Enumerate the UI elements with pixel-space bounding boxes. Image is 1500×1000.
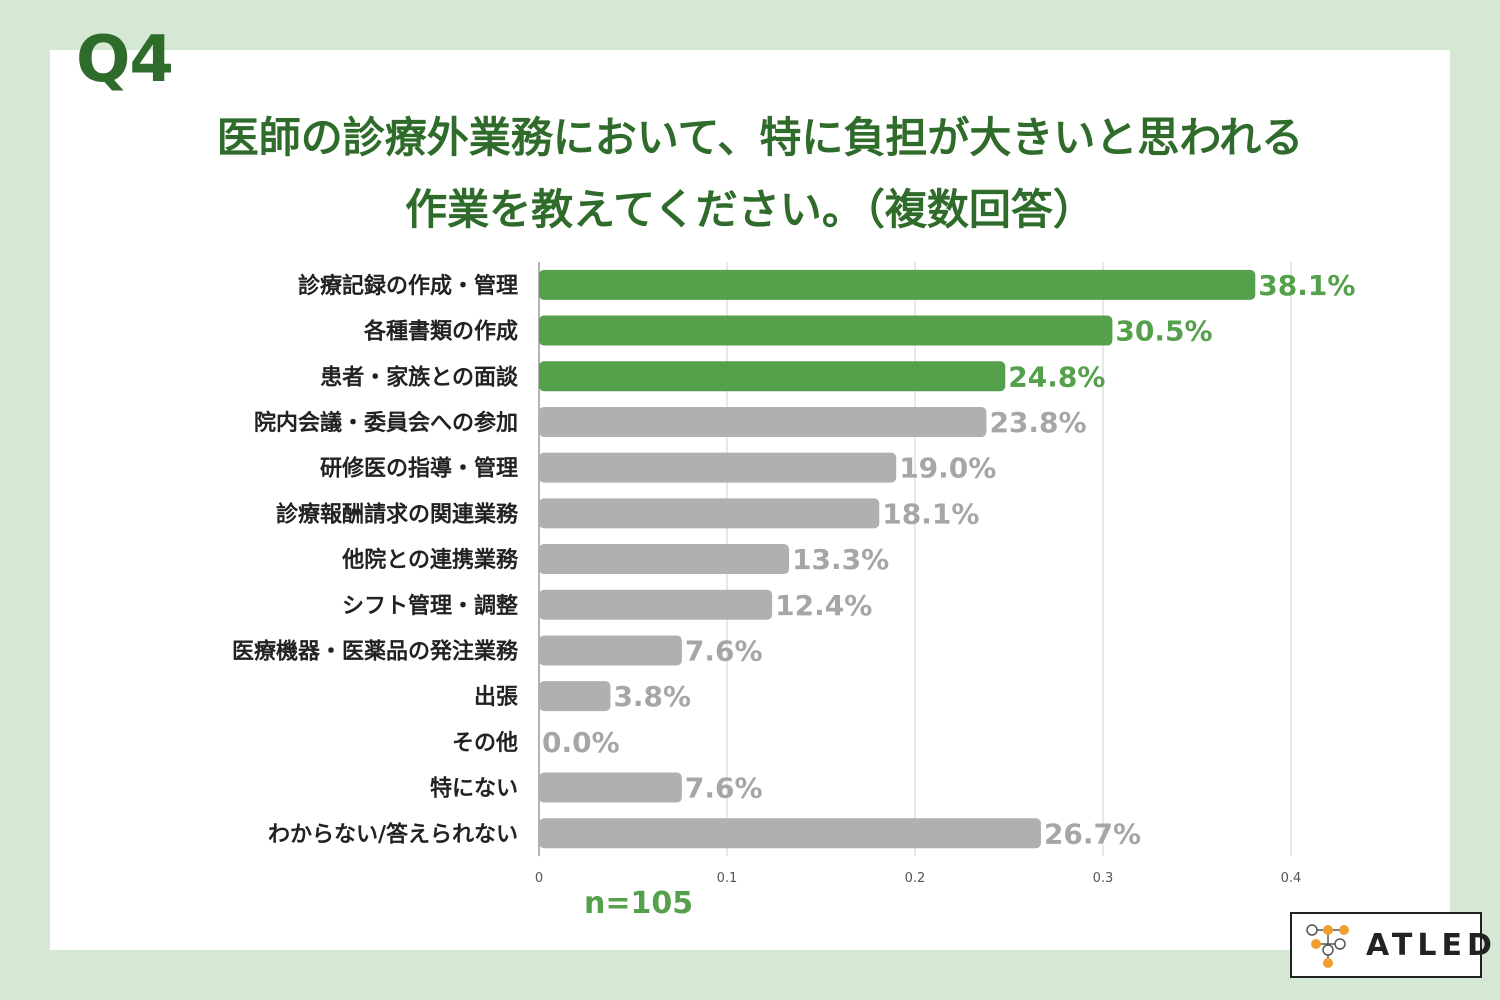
value-label: 18.1% <box>882 497 979 530</box>
question-number: Q4 <box>76 23 174 97</box>
bar <box>539 315 1113 346</box>
sample-size-label: n=105 <box>584 886 694 921</box>
bars <box>539 269 1256 849</box>
value-label: 0.0% <box>542 726 620 759</box>
bar <box>539 818 1041 849</box>
bar <box>539 498 880 529</box>
bar <box>539 589 773 620</box>
category-label: シフト管理・調整 <box>342 593 518 619</box>
value-label: 7.6% <box>685 772 763 805</box>
value-label: 3.8% <box>613 680 691 713</box>
value-label: 30.5% <box>1115 315 1212 348</box>
value-label: 24.8% <box>1008 360 1105 393</box>
x-axis-ticks: 0 0.1 0.2 0.3 0.4 <box>535 871 1301 886</box>
bar <box>539 635 682 666</box>
category-labels: 診療記録の作成・管理各種書類の作成患者・家族との面談院内会議・委員会への参加研修… <box>232 273 519 847</box>
value-label: 26.7% <box>1044 817 1141 850</box>
value-labels: 38.1% 30.5% 24.8% 23.8% 19.0% 18.1% 13.3% 12.4%… <box>542 269 1355 850</box>
atled-logo-text: ATLED <box>1366 928 1497 963</box>
bar <box>539 361 1006 392</box>
x-tick-label: 0 <box>535 871 543 886</box>
bar <box>539 406 987 437</box>
category-label: 各種書類の作成 <box>363 319 518 345</box>
value-label: 23.8% <box>989 406 1086 439</box>
category-label: 特にない <box>430 776 518 802</box>
category-label: 患者・家族との面談 <box>320 364 519 390</box>
category-label: 出張 <box>474 685 519 710</box>
category-label: 医療機器・医薬品の発注業務 <box>232 638 519 664</box>
bar <box>539 772 682 803</box>
question-title-line-2: 作業を教えてください。（複数回答） <box>405 185 1095 234</box>
bar <box>539 544 790 575</box>
value-label: 19.0% <box>899 452 996 485</box>
bar <box>539 681 611 712</box>
x-tick-label: 0.4 <box>1281 871 1302 886</box>
atled-logo-mark-icon <box>1306 924 1349 968</box>
category-label: 他院との連携業務 <box>341 547 519 573</box>
category-label: わからない/答えられない <box>268 821 518 847</box>
x-tick-label: 0.2 <box>905 871 926 886</box>
value-label: 7.6% <box>685 634 763 667</box>
x-tick-label: 0.1 <box>717 871 738 886</box>
atled-logo: ATLED <box>1290 912 1492 978</box>
category-label: その他 <box>452 731 518 756</box>
bar <box>539 269 1256 300</box>
value-label: 13.3% <box>792 543 889 576</box>
category-label: 研修医の指導・管理 <box>320 456 518 482</box>
question-title-line-1: 医師の診療外業務において、特に負担が大きいと思われる <box>216 113 1304 162</box>
value-label: 12.4% <box>775 589 872 622</box>
value-label: 38.1% <box>1258 269 1355 302</box>
category-label: 院内会議・委員会への参加 <box>254 410 518 436</box>
category-label: 診療報酬請求の関連業務 <box>276 501 519 527</box>
bar <box>539 452 897 483</box>
category-label: 診療記録の作成・管理 <box>298 273 518 299</box>
x-tick-label: 0.3 <box>1093 871 1114 886</box>
